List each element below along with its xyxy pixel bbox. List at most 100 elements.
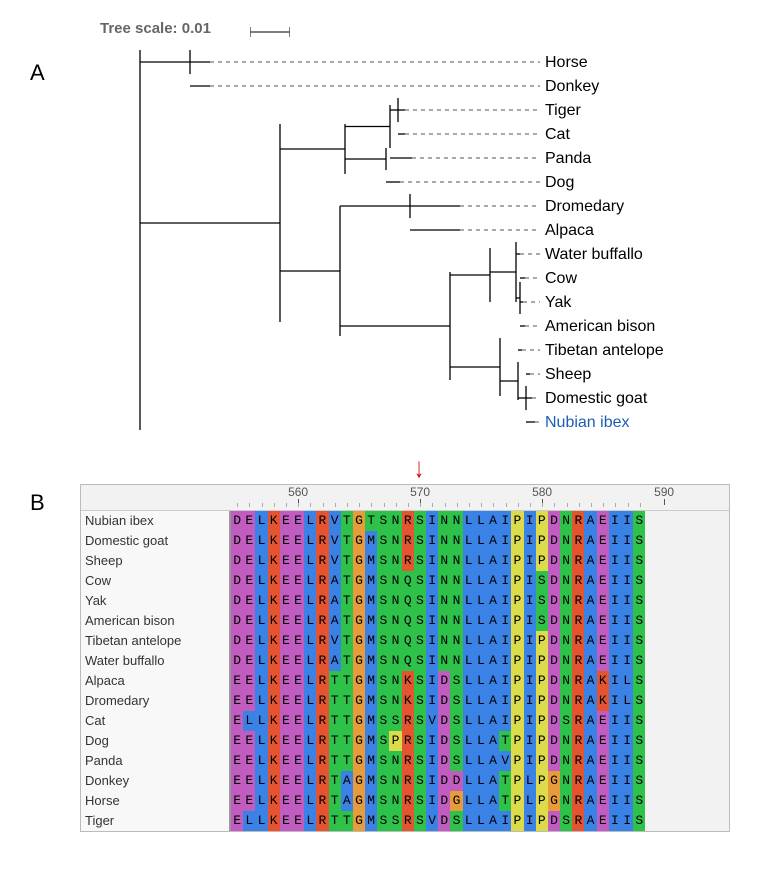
aa-cell: T bbox=[499, 771, 511, 791]
aa-cell: L bbox=[463, 671, 475, 691]
aa-cell: Q bbox=[402, 611, 414, 631]
aa-cell: D bbox=[438, 771, 450, 791]
aa-cell: D bbox=[548, 611, 560, 631]
aa-cell: T bbox=[329, 671, 341, 691]
aa-cell: L bbox=[304, 571, 316, 591]
aa-cell: L bbox=[475, 531, 487, 551]
aa-cell: E bbox=[292, 571, 304, 591]
aa-cell: S bbox=[536, 571, 548, 591]
aa-cell: M bbox=[365, 551, 377, 571]
aa-cell: G bbox=[353, 731, 365, 751]
aa-cell: D bbox=[231, 571, 243, 591]
aa-cell: E bbox=[280, 691, 292, 711]
aa-cell: I bbox=[499, 811, 511, 831]
aa-cell: N bbox=[560, 751, 572, 771]
aa-cell: E bbox=[243, 731, 255, 751]
aa-cell: T bbox=[499, 731, 511, 751]
aa-cell: P bbox=[536, 631, 548, 651]
aa-cell: T bbox=[341, 811, 353, 831]
aa-cell: L bbox=[463, 571, 475, 591]
aa-cell: N bbox=[389, 511, 401, 531]
aa-cell: D bbox=[548, 511, 560, 531]
aa-cell: K bbox=[268, 631, 280, 651]
aa-cell: S bbox=[450, 691, 462, 711]
aa-cell: S bbox=[377, 631, 389, 651]
aa-cell: N bbox=[560, 591, 572, 611]
aa-cell: E bbox=[292, 711, 304, 731]
alignment-species-name: Panda bbox=[85, 751, 229, 771]
aa-cell: I bbox=[609, 571, 621, 591]
aa-cell: D bbox=[548, 651, 560, 671]
aa-cell: E bbox=[280, 631, 292, 651]
alignment-species-names: Nubian ibexDomestic goatSheepCowYakAmeri… bbox=[81, 511, 231, 831]
aa-cell: I bbox=[524, 551, 536, 571]
aa-cell: I bbox=[426, 511, 438, 531]
alignment-species-name: Nubian ibex bbox=[85, 511, 229, 531]
tree-leaf-label: Cat bbox=[545, 126, 570, 143]
aa-cell: P bbox=[511, 671, 523, 691]
aa-cell: L bbox=[255, 611, 267, 631]
aa-cell: P bbox=[389, 731, 401, 751]
aa-cell: P bbox=[536, 711, 548, 731]
aa-cell: A bbox=[487, 791, 499, 811]
aa-cell: I bbox=[499, 651, 511, 671]
aa-cell: P bbox=[536, 791, 548, 811]
aa-cell: P bbox=[536, 551, 548, 571]
aa-cell: N bbox=[560, 571, 572, 591]
aa-cell: S bbox=[389, 711, 401, 731]
tree-leaf-label: Domestic goat bbox=[545, 390, 648, 407]
aa-cell: L bbox=[475, 711, 487, 731]
aa-cell: A bbox=[487, 551, 499, 571]
aa-cell: I bbox=[621, 531, 633, 551]
aa-cell: R bbox=[402, 511, 414, 531]
aa-cell: P bbox=[511, 531, 523, 551]
aa-cell: R bbox=[316, 691, 328, 711]
aa-cell: R bbox=[316, 791, 328, 811]
aa-cell: L bbox=[463, 551, 475, 571]
aa-cell: A bbox=[584, 711, 596, 731]
aa-cell: N bbox=[438, 571, 450, 591]
aa-cell: M bbox=[365, 591, 377, 611]
aa-cell: E bbox=[292, 791, 304, 811]
aa-cell: A bbox=[487, 571, 499, 591]
alignment-species-name: Tibetan antelope bbox=[85, 631, 229, 651]
aa-cell: T bbox=[329, 751, 341, 771]
aa-cell: N bbox=[389, 531, 401, 551]
aa-cell: M bbox=[365, 531, 377, 551]
aa-cell: T bbox=[329, 771, 341, 791]
aa-cell: P bbox=[511, 751, 523, 771]
aa-cell: N bbox=[389, 791, 401, 811]
aa-cell: E bbox=[231, 671, 243, 691]
aa-cell: M bbox=[365, 671, 377, 691]
aa-cell: N bbox=[450, 651, 462, 671]
aa-cell: A bbox=[584, 511, 596, 531]
aa-cell: N bbox=[389, 771, 401, 791]
alignment-species-name: Sheep bbox=[85, 551, 229, 571]
aa-cell: I bbox=[621, 551, 633, 571]
aa-cell: D bbox=[438, 691, 450, 711]
panel-b-label: B bbox=[30, 490, 45, 516]
aa-cell: D bbox=[548, 751, 560, 771]
alignment-row: ELLKEELRTTGMSSRSVDSLLAIPIPDSRAEIIS bbox=[231, 711, 729, 731]
aa-cell: L bbox=[304, 651, 316, 671]
aa-cell: S bbox=[377, 651, 389, 671]
aa-cell: E bbox=[292, 751, 304, 771]
alignment-row: EELKEELRTTGMSNRSIDSLLAVPIPDNRAEIIS bbox=[231, 751, 729, 771]
aa-cell: I bbox=[499, 571, 511, 591]
aa-cell: L bbox=[304, 791, 316, 811]
aa-cell: L bbox=[304, 711, 316, 731]
aa-cell: I bbox=[609, 611, 621, 631]
aa-cell: P bbox=[511, 571, 523, 591]
aa-cell: P bbox=[511, 731, 523, 751]
aa-cell: I bbox=[621, 751, 633, 771]
aa-cell: I bbox=[609, 551, 621, 571]
aa-cell: E bbox=[231, 811, 243, 831]
aa-cell: L bbox=[463, 611, 475, 631]
aa-cell: L bbox=[255, 751, 267, 771]
tree-leaf-label: Cow bbox=[545, 270, 577, 287]
aa-cell: S bbox=[633, 791, 645, 811]
aa-cell: E bbox=[597, 551, 609, 571]
aa-cell: A bbox=[584, 811, 596, 831]
aa-cell: I bbox=[499, 631, 511, 651]
aa-cell: Q bbox=[402, 631, 414, 651]
